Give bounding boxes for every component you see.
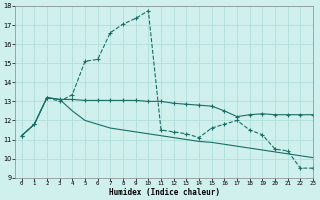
- X-axis label: Humidex (Indice chaleur): Humidex (Indice chaleur): [109, 188, 220, 197]
